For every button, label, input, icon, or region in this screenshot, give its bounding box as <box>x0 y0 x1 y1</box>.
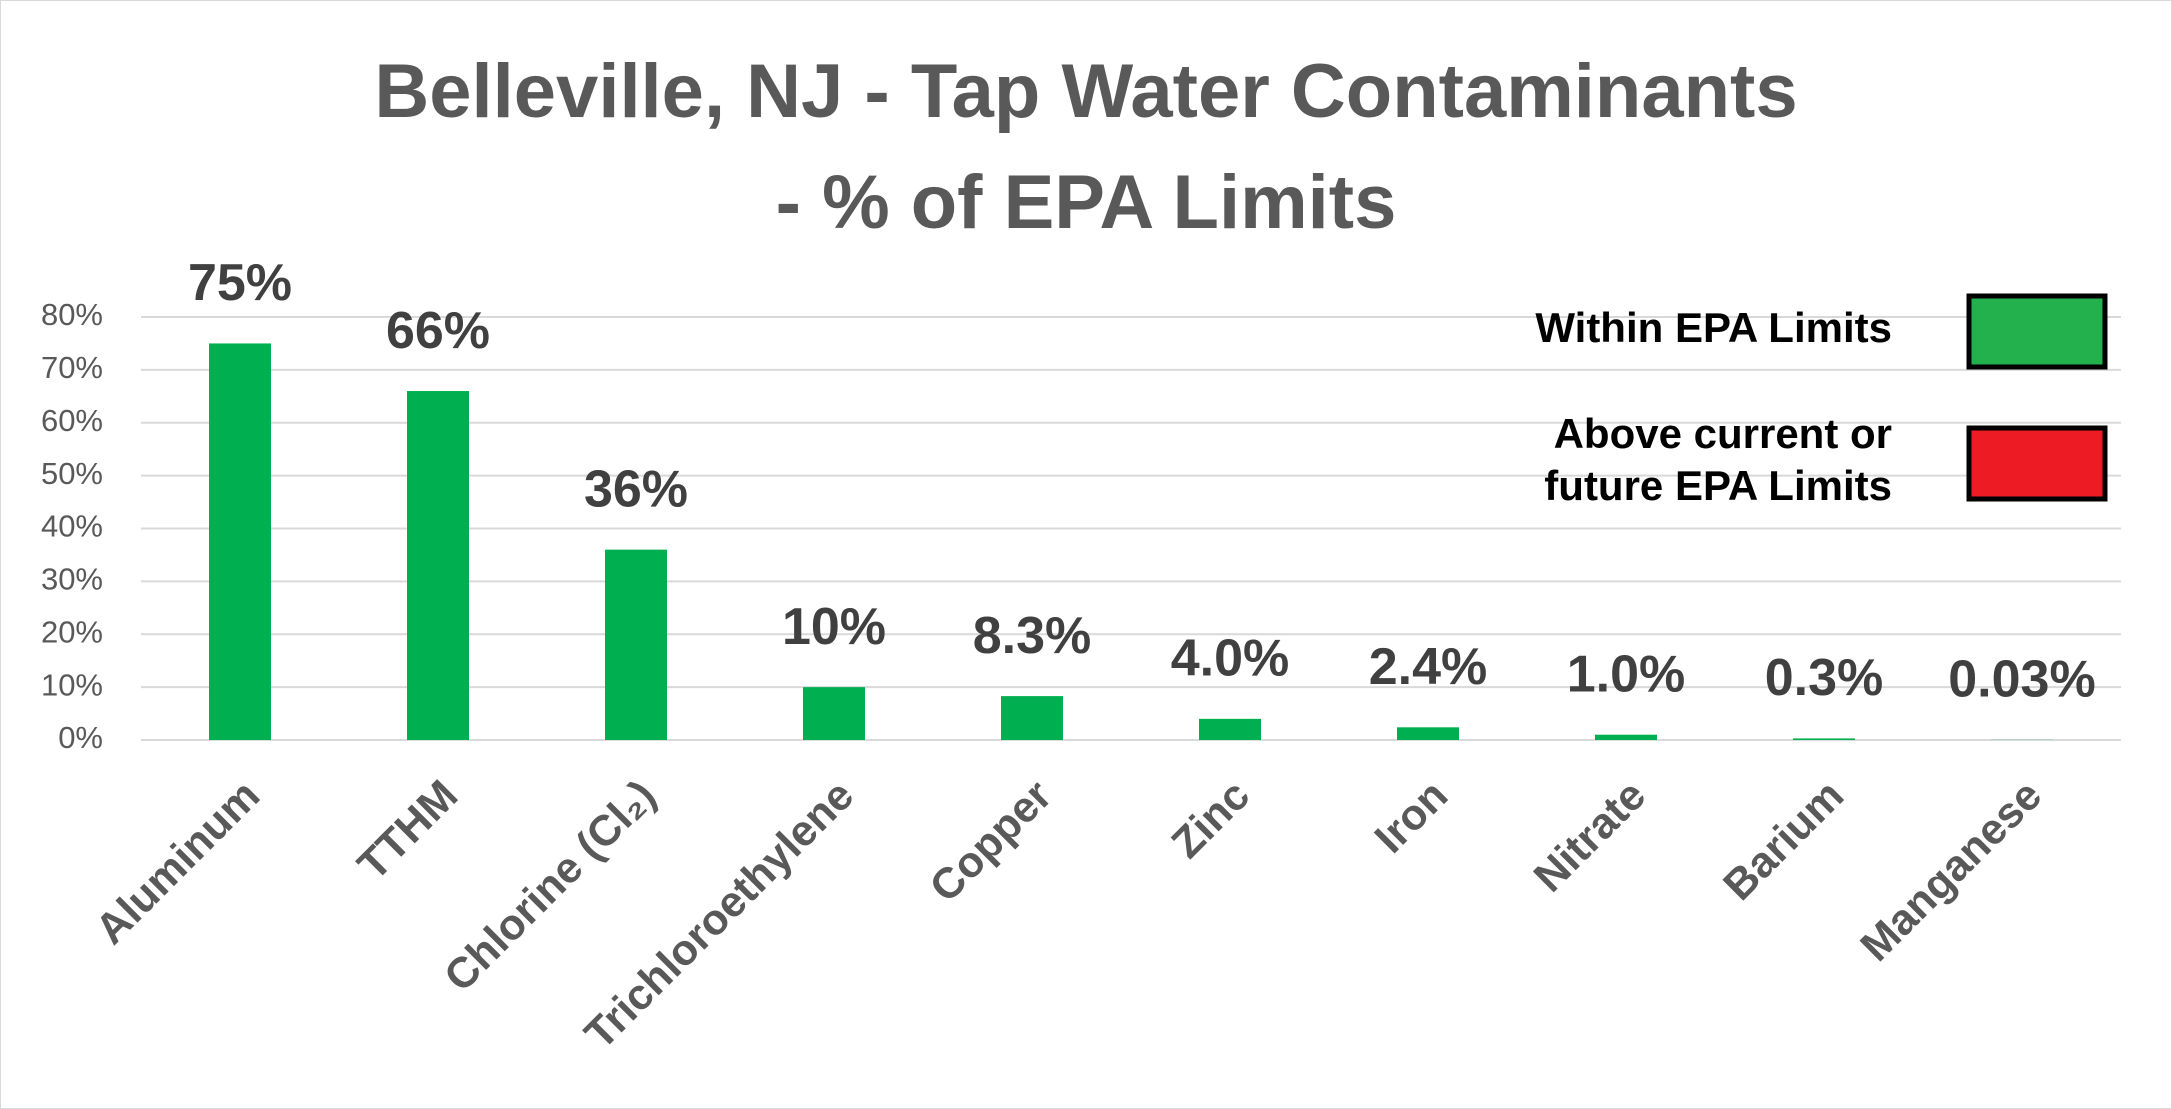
y-tick-label: 70% <box>41 350 103 385</box>
y-tick-label: 40% <box>41 509 103 544</box>
value-label: 4.0% <box>1171 630 1290 688</box>
chart-title: - % of EPA Limits <box>776 160 1397 245</box>
chart-title: Belleville, NJ - Tap Water Contaminants <box>374 49 1797 134</box>
value-label: 66% <box>386 302 490 360</box>
y-tick-label: 80% <box>41 297 103 332</box>
bar <box>1001 696 1063 740</box>
y-tick-label: 60% <box>41 403 103 438</box>
value-label: 0.3% <box>1765 649 1884 707</box>
bar <box>605 549 667 740</box>
value-label: 0.03% <box>1948 651 2095 709</box>
y-tick-label: 20% <box>41 614 103 649</box>
value-label: 2.4% <box>1369 638 1488 696</box>
value-label: 1.0% <box>1567 645 1686 703</box>
bar <box>1397 727 1459 740</box>
bar <box>803 687 865 740</box>
value-label: 8.3% <box>973 607 1092 665</box>
legend-swatch <box>1966 293 2108 370</box>
legend-label: future EPA Limits <box>1544 462 1892 509</box>
legend-label: Within EPA Limits <box>1535 304 1892 351</box>
y-tick-label: 10% <box>41 667 103 702</box>
bar <box>209 343 271 740</box>
legend-label: Above current or <box>1554 410 1892 457</box>
legend-swatch <box>1966 425 2108 502</box>
value-label: 75% <box>188 254 292 312</box>
y-tick-label: 0% <box>58 720 103 755</box>
bar <box>407 391 469 740</box>
value-label: 10% <box>782 598 886 656</box>
bar <box>1793 738 1855 740</box>
value-label: 36% <box>584 460 688 518</box>
bar <box>1595 734 1657 740</box>
y-tick-label: 50% <box>41 456 103 491</box>
bar <box>1199 718 1261 740</box>
y-tick-label: 30% <box>41 562 103 597</box>
